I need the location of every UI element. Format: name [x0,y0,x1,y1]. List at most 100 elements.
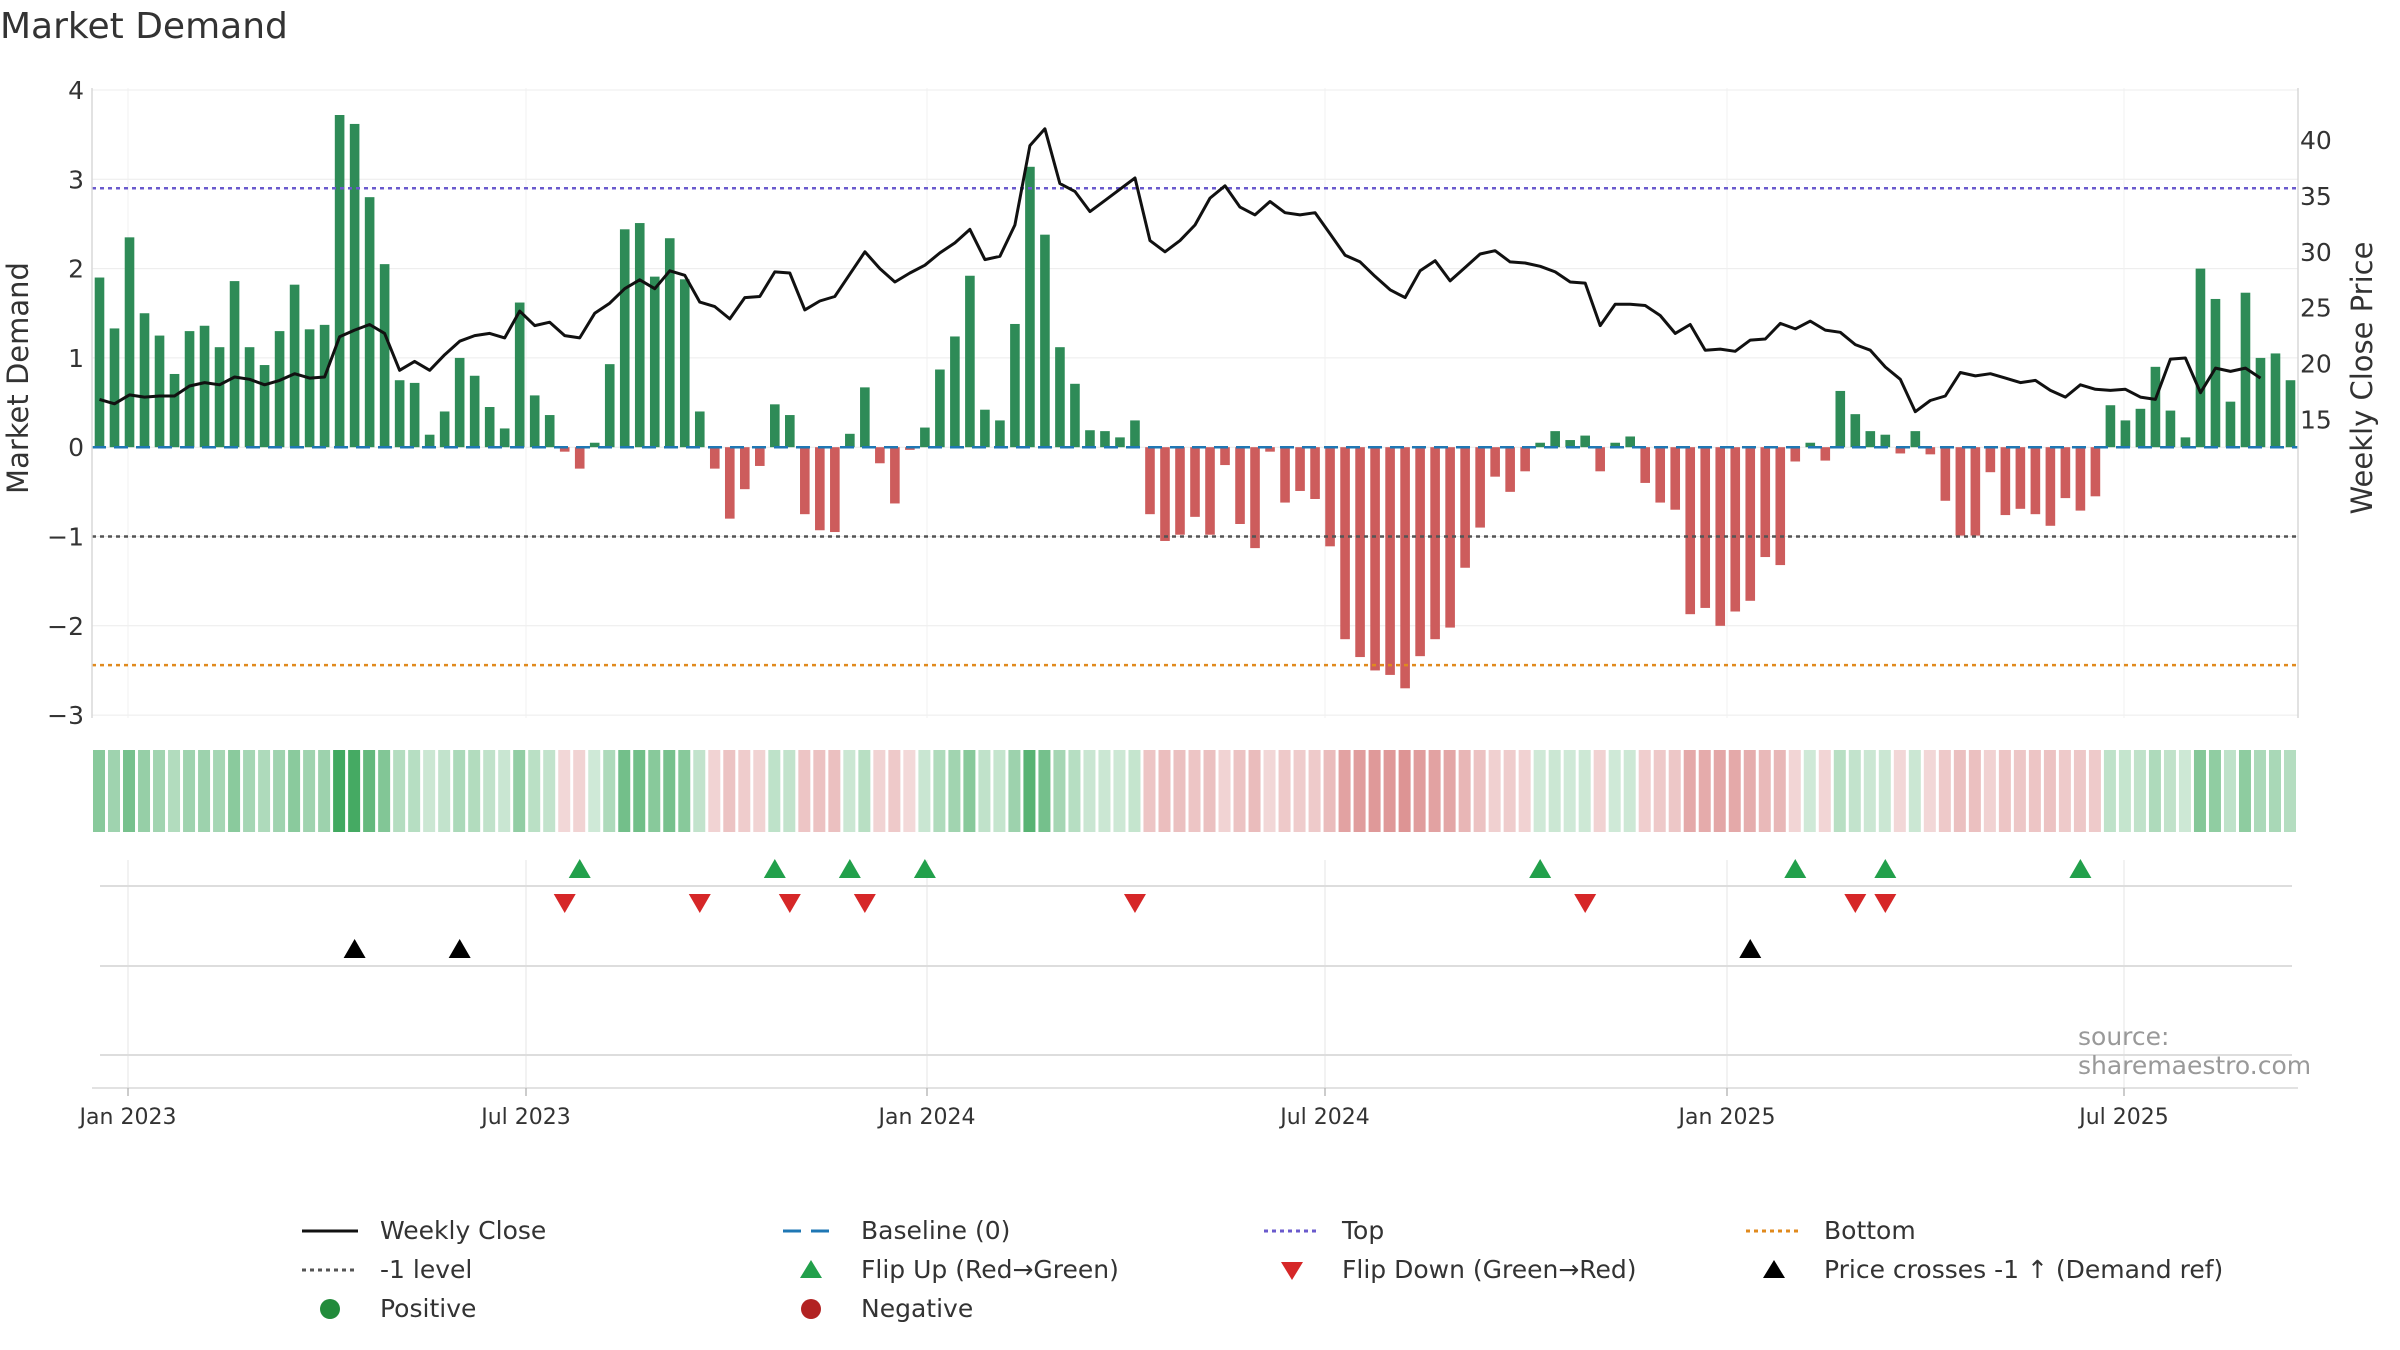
heat-cell [1983,750,1996,832]
legend-item: Flip Down (Green→Red) [1262,1255,1637,1284]
demand-bar [1625,436,1635,448]
demand-bar [139,313,150,448]
heat-cell [1743,750,1756,832]
heat-cell [678,750,691,832]
demand-bar [860,387,870,448]
demand-bar [1850,414,1861,448]
heat-cell [123,750,136,832]
heat-cell [2163,750,2176,832]
demand-bar [1820,447,1831,461]
heat-cell [213,750,226,832]
heat-cell [468,750,481,832]
heat-cell [1428,750,1441,832]
axes-layer: 4 3 2 1 0 −1 −2 −3 40 35 30 25 20 15 Jan 2023 Jul 2023 J… [47,76,2332,1130]
demand-bar [1505,447,1515,492]
heat-cell [1533,750,1546,832]
heat-cell [2088,750,2101,832]
demand-bar [154,335,165,448]
heat-cell [1833,750,1846,832]
demand-bar [950,336,960,448]
heat-cell [1113,750,1126,832]
heat-cell [1008,750,1021,832]
heat-cell [2208,750,2221,832]
heat-strip [93,750,2296,832]
heat-cell [2193,750,2206,832]
heat-cell [528,750,541,832]
legend-label: Baseline (0) [861,1216,1011,1245]
heat-cell [648,750,661,832]
demand-bar [1865,431,1876,448]
demand-bar [334,115,345,448]
y-axis-right-label: Weekly Close Price [2345,242,2379,515]
legend-swatch-icon [1763,1259,1785,1278]
heat-cell [1068,750,1081,832]
demand-bar [1790,447,1801,462]
y-right-tick-label: 30 [2300,238,2332,267]
demand-bar [409,382,420,448]
heat-cell [813,750,826,832]
heat-cell [1038,750,1051,832]
heat-cell [723,750,736,832]
demand-bar [1220,447,1230,466]
legend-circle-icon [801,1298,821,1319]
demand-bar [785,415,795,448]
heat-cell [2058,750,2071,832]
demand-bar [770,404,780,448]
demand-bar [649,276,660,448]
demand-bar [2240,292,2251,448]
y-left-tick-label: −1 [47,523,84,552]
heat-cell [573,750,586,832]
demand-bar [1700,447,1711,608]
demand-bar [1760,447,1771,558]
demand-bar [484,407,495,448]
heat-cell [2028,750,2041,832]
y-right-tick-label: 25 [2300,294,2332,323]
demand-bar [454,357,465,448]
demand-bar [920,427,930,448]
demand-bar [1310,447,1320,499]
demand-bar [2150,366,2161,448]
demand-bar [1280,447,1290,503]
heat-cell [1323,750,1336,832]
heat-cell [1263,750,1276,832]
demand-bar [1880,434,1891,448]
demand-bar [319,324,330,448]
y-right-tick-label: 40 [2300,126,2332,155]
heat-cell [2118,750,2131,832]
y-axis-left-label: Market Demand [1,262,35,494]
reference-lines [92,186,2298,667]
heat-cell [1173,750,1186,832]
flip-up-marker [1874,859,1897,878]
y-left-tick-label: 0 [68,433,84,462]
demand-bar [1535,442,1545,448]
legend-label: Top [1342,1216,1385,1245]
demand-bar [1190,447,1200,517]
y-left-tick-label: −2 [47,612,84,641]
demand-bar [1235,447,1245,524]
heat-cell [1188,750,1201,832]
legend-swatch-icon [302,1229,358,1232]
demand-bar [2225,401,2236,448]
heat-cell [1458,750,1471,832]
chart-title: Market Demand [0,6,288,47]
legend-triangle-down-icon [1281,1261,1303,1280]
heat-cell [1713,750,1726,832]
demand-bar [199,325,210,448]
heat-cell [1623,750,1636,832]
demand-bar [1550,431,1560,448]
legend-swatch-icon [1746,1229,1802,1232]
legend-label: Weekly Close [380,1216,547,1245]
heat-cell [423,750,436,832]
demand-bar [124,237,135,448]
demand-bar [1250,447,1260,549]
demand-bar [499,428,510,448]
demand-bar [1940,447,1951,501]
heat-cell [1398,750,1411,832]
heat-cell [138,750,151,832]
demand-bar [1610,442,1620,448]
heat-cell [2238,750,2251,832]
demand-bar [589,442,600,448]
y-left-tick-label: 4 [68,76,84,105]
demand-bar [2120,420,2131,448]
heat-cell [1413,750,1426,832]
